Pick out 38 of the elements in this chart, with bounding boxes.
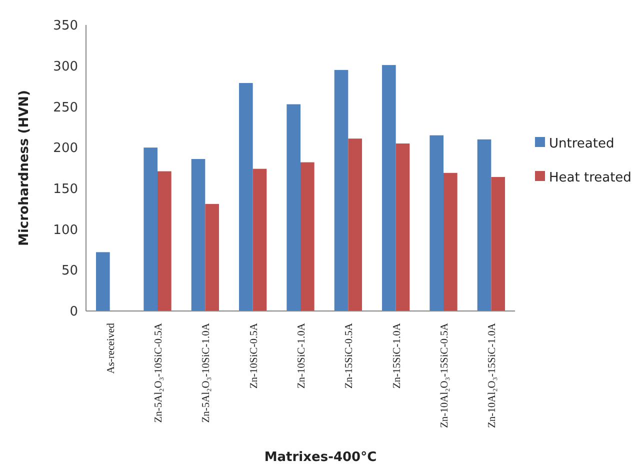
x-tick-label: Zn-5Al₂O₃-10SiC-0.5A — [154, 322, 164, 423]
legend-label: Untreated — [549, 136, 614, 152]
x-tick-label: Zn-10SiC-0.5A — [248, 322, 260, 389]
x-tick-label: Zn-10Al₂O₃-15SiC-1.0A — [487, 322, 498, 428]
bar — [158, 171, 172, 311]
y-tick-label: 50 — [61, 264, 78, 279]
bar — [491, 176, 505, 311]
y-axis-title: Microhardness (HVN) — [17, 90, 32, 246]
x-axis-title: Matrixes-400°C — [264, 450, 377, 465]
x-tick-label: Zn-10Al₂O₃-15SiC-0.5A — [440, 322, 450, 428]
y-tick-label: 250 — [53, 100, 78, 116]
bar — [144, 148, 158, 311]
y-tick-label: 300 — [53, 59, 78, 74]
bar — [334, 70, 348, 311]
bar — [382, 65, 396, 311]
x-tick-label: Zn-5Al₂O₃-10SiC-1.0A — [201, 322, 212, 423]
x-tick-label: Zn-15SiC-1.0A — [392, 322, 403, 389]
legend-label: Heat treated — [549, 170, 632, 186]
bar — [239, 83, 253, 311]
y-tick-label: 0 — [70, 304, 78, 320]
bar — [430, 135, 444, 311]
x-tick-label: Zn-15SiC-0.5A — [344, 322, 356, 389]
y-tick-label: 350 — [53, 18, 78, 34]
bar — [477, 139, 492, 311]
bar — [396, 143, 410, 311]
bar — [96, 252, 110, 311]
y-tick-label: 100 — [53, 222, 78, 238]
bar — [191, 159, 206, 311]
bar — [348, 138, 362, 311]
bar — [300, 162, 314, 311]
bar — [252, 168, 267, 311]
y-tick-label: 200 — [53, 141, 78, 156]
bar — [444, 172, 458, 311]
x-tick-label: Zn-10SiC-1.0A — [296, 322, 308, 389]
bar — [286, 104, 300, 311]
x-tick-label: As-received — [106, 322, 117, 374]
bar — [205, 204, 219, 311]
y-tick-label: 150 — [53, 182, 78, 197]
